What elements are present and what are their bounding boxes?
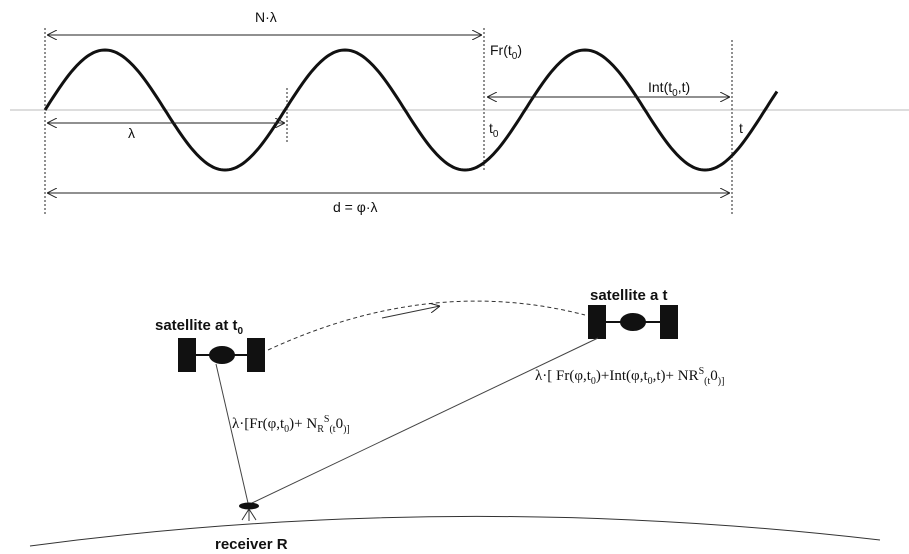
label: t0 <box>489 120 499 140</box>
text-part: 0 <box>284 424 289 435</box>
text-part: )+Int(φ,t <box>596 368 649 384</box>
text-part: 0 <box>238 326 244 337</box>
text-part: 0 <box>493 129 499 140</box>
text-part: Fr(t <box>490 42 512 58</box>
label: t <box>739 120 743 136</box>
orbit <box>267 300 586 351</box>
text-part: λ·[ Fr(φ,t <box>535 368 592 384</box>
text-part: S <box>699 366 705 377</box>
label: N·λ <box>255 9 277 25</box>
text-part: )] <box>343 424 350 435</box>
text-part: )+ N <box>289 416 317 432</box>
text-part: 0 <box>710 368 718 384</box>
text-part: ,t)+ N <box>653 368 689 384</box>
earth <box>29 515 881 547</box>
text-part: 0 <box>591 376 596 387</box>
text-part: satellite at t <box>155 317 238 334</box>
label: satellite a t <box>590 287 668 304</box>
text-part: 0 <box>672 88 678 99</box>
text-part: 0 <box>512 51 518 62</box>
satellite <box>588 305 678 339</box>
sine-wave <box>43 48 779 172</box>
text-part: (t <box>704 376 710 387</box>
label: Fr(t0) <box>490 42 522 62</box>
label: λ <box>128 125 135 141</box>
formula: λ·[Fr(φ,t0)+ NRS(t0)] <box>232 414 350 435</box>
range-line <box>251 337 599 504</box>
text-part: R <box>317 424 324 435</box>
text-part: )] <box>718 376 725 387</box>
text-part: R <box>689 368 699 384</box>
label: satellite at t0 <box>155 317 244 337</box>
text-part: Int(t <box>648 79 672 95</box>
text-part: ,t) <box>678 79 690 95</box>
text-part: (t <box>329 424 335 435</box>
label: d = φ·λ <box>333 199 377 215</box>
range-line <box>215 363 249 504</box>
text-part: 0 <box>648 376 653 387</box>
label: Int(t0,t) <box>648 79 690 99</box>
text-part: ) <box>517 42 522 58</box>
formula: λ·[ Fr(φ,t0)+Int(φ,t0,t)+ NRS(t0)] <box>535 366 724 387</box>
text-part: λ·[Fr(φ,t <box>232 416 285 432</box>
text-part: S <box>324 414 330 425</box>
receiver <box>239 502 259 521</box>
text-part: 0 <box>336 416 344 432</box>
motion-arrow <box>381 306 440 319</box>
text-part: t <box>489 120 493 136</box>
label: receiver R <box>215 536 288 553</box>
satellite <box>178 338 265 372</box>
